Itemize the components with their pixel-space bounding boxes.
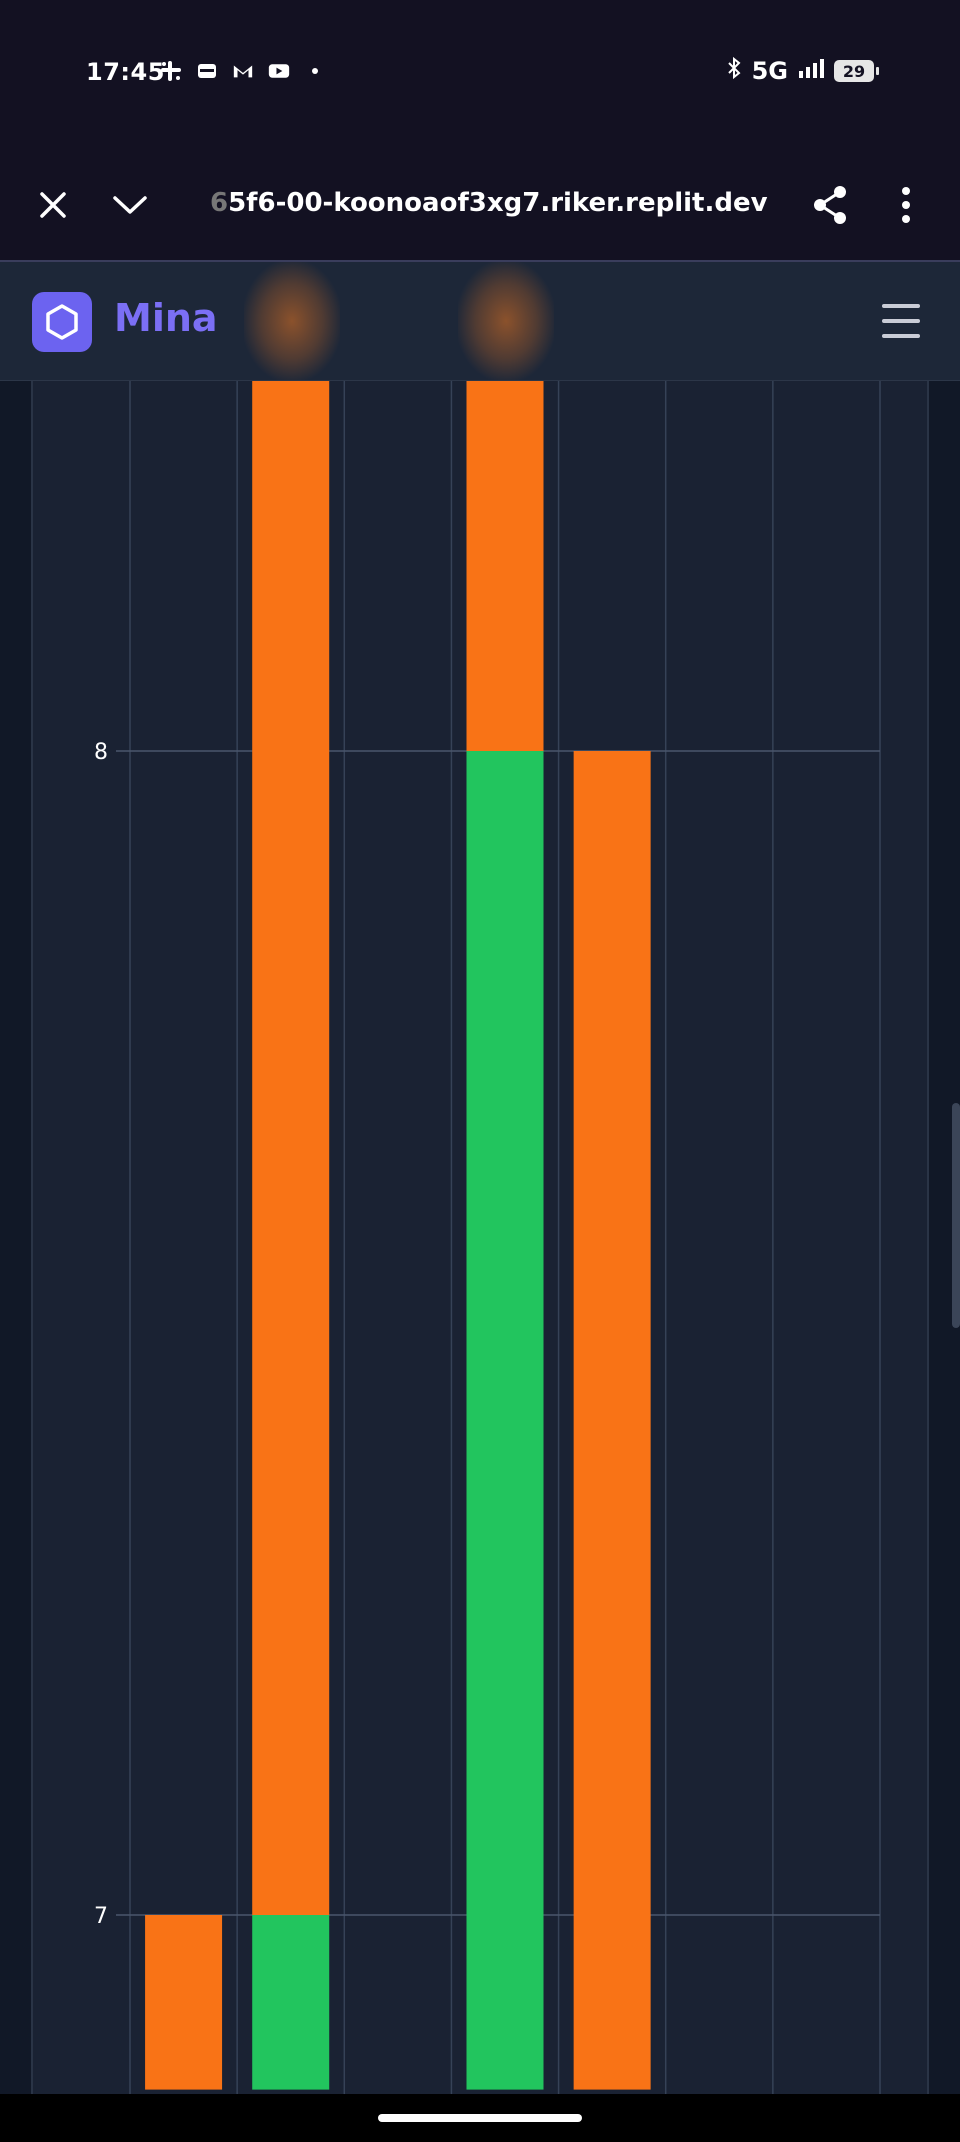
chart-bar <box>466 381 544 751</box>
chart-bar <box>466 751 544 2090</box>
bar-glow-1 <box>244 262 340 380</box>
more-options-icon[interactable] <box>879 178 933 232</box>
notification-icons <box>160 60 326 82</box>
status-time: 17:45 <box>86 58 165 86</box>
url-text: 5f6-00-koonoaof3xg7.riker.replit.dev <box>228 188 768 218</box>
url-prefix: 6 <box>210 188 229 218</box>
bar-chart: 87 <box>0 381 960 2094</box>
network-label: 5G <box>751 57 788 85</box>
chart-bar <box>252 381 330 1915</box>
home-indicator[interactable] <box>378 2114 582 2122</box>
battery-level: 29 <box>842 61 866 81</box>
slack-icon <box>160 60 182 82</box>
gmail-icon <box>232 60 254 82</box>
signal-icon <box>798 57 824 85</box>
chevron-down-icon[interactable] <box>103 178 157 232</box>
app-header: Mina <box>0 262 960 381</box>
close-icon[interactable] <box>26 178 80 232</box>
chart-bar <box>145 1915 223 2090</box>
menu-icon[interactable] <box>882 304 920 338</box>
logo[interactable] <box>32 292 92 352</box>
hexagon-icon <box>46 304 78 340</box>
battery-icon: 29 <box>834 60 879 82</box>
youtube-icon <box>268 60 290 82</box>
bar-glow-2 <box>458 262 554 380</box>
browser-toolbar: 65f6-00-koonoaof3xg7.riker.replit.dev <box>0 150 960 262</box>
y-tick-label: 8 <box>94 740 108 765</box>
dot-icon <box>304 60 326 82</box>
share-icon[interactable] <box>803 178 857 232</box>
bluetooth-icon <box>726 56 742 86</box>
chart-bar <box>573 751 651 2090</box>
y-tick-label: 7 <box>94 1904 108 1929</box>
brand-name[interactable]: Mina <box>114 296 218 340</box>
status-bar: 17:45 5G 29 <box>0 0 960 150</box>
scrollbar[interactable] <box>952 1103 960 1328</box>
navigation-bar <box>0 2094 960 2142</box>
url-bar[interactable]: 65f6-00-koonoaof3xg7.riker.replit.dev <box>210 188 768 218</box>
chart-bar <box>252 1915 330 2090</box>
wallet-icon <box>196 60 218 82</box>
system-status: 5G 29 <box>726 56 879 86</box>
